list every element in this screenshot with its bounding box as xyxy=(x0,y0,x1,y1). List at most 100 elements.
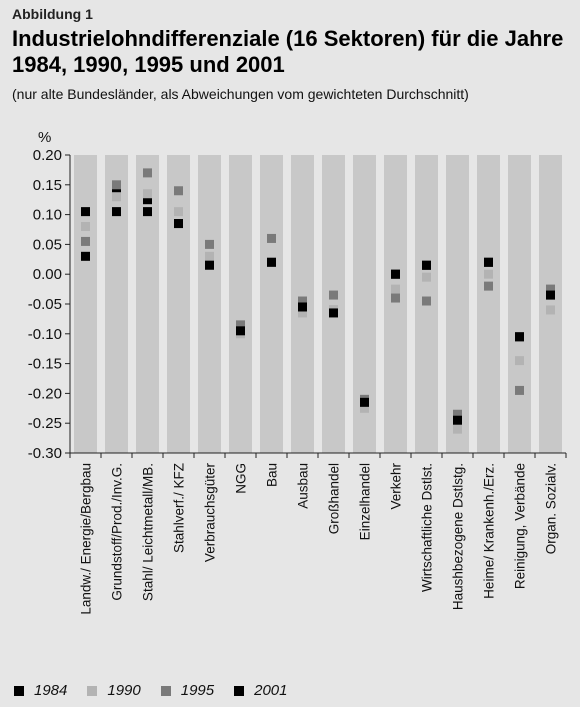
category-band xyxy=(260,155,283,453)
data-point-2001 xyxy=(174,219,183,229)
x-tick-label: Reinigung, Verbände xyxy=(513,463,528,589)
data-point-2001 xyxy=(391,269,400,279)
data-point-1990 xyxy=(205,251,214,261)
y-axis-label: % xyxy=(38,129,51,146)
data-point-1990 xyxy=(484,269,493,279)
legend-item-1984: 1984 xyxy=(14,682,67,699)
x-tick-label: Landw./ Energie/Bergbau xyxy=(79,463,94,615)
data-point-1990 xyxy=(515,356,524,366)
data-point-1984 xyxy=(143,195,152,205)
category-band xyxy=(74,155,97,453)
legend-label-1984: 1984 xyxy=(34,682,68,699)
legend-label-2001: 2001 xyxy=(254,682,288,699)
chart-canvas: 0.20 0.15 0.10 0.05 0.00 -0.05 -0.10 -0.15 -0.20… xyxy=(28,129,567,615)
x-tick-label: Bau xyxy=(265,463,280,487)
data-point-2001 xyxy=(205,260,214,270)
category-band xyxy=(105,155,128,453)
x-tick-label: Einzelhandel xyxy=(358,463,373,540)
y-tick-label: -0.15 xyxy=(28,356,62,373)
y-tick-label: 0.10 xyxy=(33,207,62,224)
x-tick-label: Großhandel xyxy=(327,463,342,534)
x-tick-label: Wirtschaftliche Dstlst. xyxy=(420,463,435,592)
data-point-1995 xyxy=(453,409,462,419)
data-point-1990 xyxy=(81,222,90,232)
category-band xyxy=(539,155,562,453)
legend-swatch-1984 xyxy=(14,685,24,696)
y-tick-label: 0.20 xyxy=(33,147,62,164)
legend-swatch-1990 xyxy=(87,685,98,696)
legend: 1984 1990 1995 2001 xyxy=(14,682,308,699)
y-tick-label: -0.05 xyxy=(28,296,62,313)
category-band xyxy=(167,155,190,453)
x-tick-label: Organ. Sozialv. xyxy=(544,463,559,554)
data-point-2001 xyxy=(515,332,524,342)
data-point-1995 xyxy=(143,168,152,178)
legend-item-1990: 1990 xyxy=(87,682,141,699)
axes: 0.20 0.15 0.10 0.05 0.00 -0.05 -0.10 -0.15 -0.20… xyxy=(28,147,567,462)
category-band xyxy=(384,155,407,453)
y-tick-label: 0.00 xyxy=(33,266,62,283)
data-point-1990 xyxy=(143,189,152,199)
data-point-1995 xyxy=(267,233,276,243)
data-point-1984 xyxy=(81,207,90,217)
x-tick-label: Verkehr xyxy=(389,463,404,510)
y-tick-label: -0.20 xyxy=(28,385,62,402)
x-tick-label: Ausbau xyxy=(296,463,311,509)
category-band xyxy=(322,155,345,453)
data-point-2001 xyxy=(422,260,431,270)
data-point-1995 xyxy=(81,236,90,246)
data-point-1995 xyxy=(515,385,524,395)
figure-label: Abbildung 1 xyxy=(12,6,93,22)
x-tick-labels: Landw./ Energie/Bergbau Grundstoff/Prod./… xyxy=(79,462,559,614)
data-point-2001 xyxy=(143,207,152,217)
data-point-1995 xyxy=(298,296,307,306)
category-band xyxy=(446,155,469,453)
data-point-1990 xyxy=(360,403,369,413)
data-point-2001 xyxy=(453,415,462,425)
y-tick-label: -0.25 xyxy=(28,415,62,432)
data-point-1990 xyxy=(391,284,400,294)
x-tick-label: Verbrauchsgüter xyxy=(203,462,218,562)
data-point-1995 xyxy=(329,290,338,300)
data-point-2001 xyxy=(81,251,90,261)
category-band xyxy=(198,155,221,453)
data-point-2001 xyxy=(298,302,307,312)
x-tick-label: Heime/ Krankenh./Erz. xyxy=(482,463,497,599)
x-tick-label: Haushbezogene Dstlstg. xyxy=(451,463,466,610)
data-point-1990 xyxy=(453,424,462,434)
data-point-1990 xyxy=(298,308,307,318)
data-point-1995 xyxy=(391,293,400,303)
data-point-1995 xyxy=(236,320,245,330)
category-band xyxy=(136,155,159,453)
data-point-1995 xyxy=(205,239,214,249)
legend-item-2001: 2001 xyxy=(234,682,288,699)
chart-subtitle: (nur alte Bundesländer, als Abweichungen… xyxy=(12,86,469,102)
data-point-2001 xyxy=(484,257,493,267)
data-points xyxy=(81,168,555,434)
data-point-2001 xyxy=(267,257,276,267)
x-tick-label: Grundstoff/Prod./Inv.G. xyxy=(110,463,125,601)
data-point-2001 xyxy=(112,207,121,217)
data-point-1990 xyxy=(546,305,555,315)
y-tick-label: -0.10 xyxy=(28,326,62,343)
data-point-1995 xyxy=(112,180,121,190)
legend-swatch-2001 xyxy=(234,685,245,696)
data-point-1995 xyxy=(422,296,431,306)
data-point-1984 xyxy=(112,186,121,196)
data-point-1990 xyxy=(422,272,431,282)
data-point-1995 xyxy=(484,281,493,291)
category-bands xyxy=(74,155,562,453)
y-tick-label: 0.05 xyxy=(33,236,62,253)
legend-item-1995: 1995 xyxy=(160,682,215,699)
data-point-2001 xyxy=(546,290,555,300)
legend-label-1995: 1995 xyxy=(180,682,215,699)
y-tick-label: 0.15 xyxy=(33,177,62,194)
x-tick-label: Stahl/ Leichtmetall/MB. xyxy=(141,463,156,601)
legend-swatch-1995 xyxy=(160,685,171,696)
x-tick-label: NGG xyxy=(234,463,249,494)
category-band xyxy=(508,155,531,453)
data-point-2001 xyxy=(236,326,245,336)
category-band xyxy=(477,155,500,453)
category-band xyxy=(229,155,252,453)
y-tick-label: -0.30 xyxy=(28,445,62,462)
